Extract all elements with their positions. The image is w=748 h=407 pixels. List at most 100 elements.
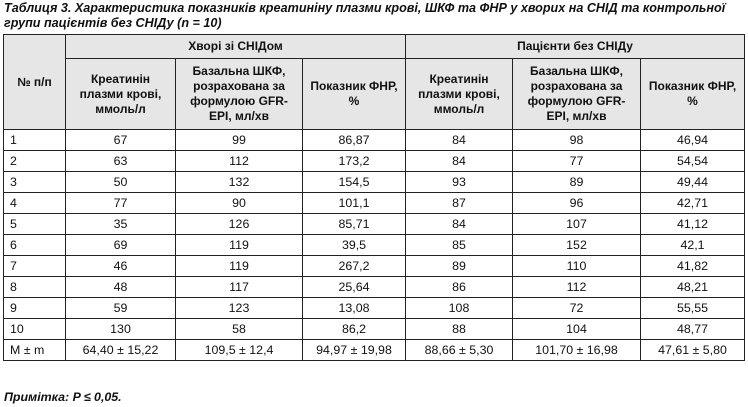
table-row: 8 48 117 25,64 86 112 48,21 — [3, 276, 746, 298]
table-cell: 2 — [3, 150, 66, 172]
table-cell: 58 — [175, 318, 303, 340]
column-header-creatinine-aids: Креатинін плазми крові, ммоль/л — [65, 58, 176, 130]
table-cell: 86 — [405, 276, 513, 298]
table-cell: 84 — [405, 129, 513, 151]
table-cell: 6 — [3, 234, 66, 256]
column-header-gfr-aids: Базальна ШКФ, розрахована за формулою GF… — [175, 58, 303, 130]
table-cell: 130 — [65, 318, 176, 340]
index-column-header: № п/п — [3, 34, 66, 130]
table-cell: 85,71 — [302, 213, 406, 235]
table-cell: 110 — [512, 255, 641, 277]
table-row: 4 77 90 101,1 87 96 42,71 — [3, 192, 746, 214]
table-row: 2 63 112 173,2 84 77 54,54 — [3, 150, 746, 172]
table-cell: 48,21 — [639, 276, 746, 298]
table-cell: 86,87 — [302, 129, 406, 151]
column-header-creatinine-control: Креатинін плазми крові, ммоль/л — [405, 58, 513, 130]
table-cell: 41,82 — [639, 255, 746, 277]
table-cell: 39,5 — [302, 234, 406, 256]
table-cell: 77 — [512, 150, 641, 172]
group-header-aids: Хворі зі СНІДом — [65, 34, 406, 59]
table-cell: 13,08 — [302, 297, 406, 319]
table-row: 6 69 119 39,5 85 152 42,1 — [3, 234, 746, 256]
table-cell: 9 — [3, 297, 66, 319]
summary-cell: 47,61 ± 5,80 — [639, 339, 746, 361]
table-cell: 59 — [65, 297, 176, 319]
table-row: 1 67 99 86,87 84 98 46,94 — [3, 129, 746, 151]
table-cell: 67 — [65, 129, 176, 151]
summary-row: M ± m 64,40 ± 15,22 109,5 ± 12,4 94,97 ±… — [3, 339, 746, 361]
table-cell: 123 — [175, 297, 303, 319]
summary-label: M ± m — [3, 339, 66, 361]
table-cell: 154,5 — [302, 171, 406, 193]
table-cell: 5 — [3, 213, 66, 235]
table-cell: 48,77 — [639, 318, 746, 340]
table-note: Примітка: P ≤ 0,05. — [4, 390, 122, 404]
table-cell: 104 — [512, 318, 641, 340]
table-cell: 112 — [512, 276, 641, 298]
table-cell: 8 — [3, 276, 66, 298]
table-cell: 46 — [65, 255, 176, 277]
table-cell: 41,12 — [639, 213, 746, 235]
summary-cell: 88,66 ± 5,30 — [405, 339, 513, 361]
table-cell: 89 — [512, 171, 641, 193]
table-cell: 48 — [65, 276, 176, 298]
table-cell: 107 — [512, 213, 641, 235]
summary-cell: 101,70 ± 16,98 — [512, 339, 641, 361]
data-table: № п/п Хворі зі СНІДом Пацієнти без СНІДу… — [3, 34, 746, 361]
table-cell: 42,1 — [639, 234, 746, 256]
table-cell: 72 — [512, 297, 641, 319]
table-cell: 132 — [175, 171, 303, 193]
column-header-fnr-control: Показник ФНР, % — [639, 58, 746, 130]
table-cell: 10 — [3, 318, 66, 340]
table-body: 1 67 99 86,87 84 98 46,94 2 63 112 173,2… — [3, 129, 746, 361]
table-cell: 4 — [3, 192, 66, 214]
table-cell: 50 — [65, 171, 176, 193]
table-row: 9 59 123 13,08 108 72 55,55 — [3, 297, 746, 319]
table-cell: 108 — [405, 297, 513, 319]
table-cell: 55,55 — [639, 297, 746, 319]
table-header: № п/п Хворі зі СНІДом Пацієнти без СНІДу… — [3, 34, 746, 130]
table-cell: 84 — [405, 150, 513, 172]
table-cell: 93 — [405, 171, 513, 193]
table-cell: 25,64 — [302, 276, 406, 298]
table-cell: 46,94 — [639, 129, 746, 151]
table-cell: 84 — [405, 213, 513, 235]
table-cell: 86,2 — [302, 318, 406, 340]
table-row: 5 35 126 85,71 84 107 41,12 — [3, 213, 746, 235]
table-cell: 267,2 — [302, 255, 406, 277]
column-header-gfr-control: Базальна ШКФ, розрахована за формулою GF… — [512, 58, 641, 130]
table-cell: 173,2 — [302, 150, 406, 172]
table-cell: 1 — [3, 129, 66, 151]
table-cell: 42,71 — [639, 192, 746, 214]
table-cell: 3 — [3, 171, 66, 193]
table-cell: 99 — [175, 129, 303, 151]
table-cell: 35 — [65, 213, 176, 235]
table-cell: 63 — [65, 150, 176, 172]
table-cell: 88 — [405, 318, 513, 340]
table-cell: 49,44 — [639, 171, 746, 193]
table-cell: 77 — [65, 192, 176, 214]
table-cell: 98 — [512, 129, 641, 151]
table-cell: 112 — [175, 150, 303, 172]
table-cell: 152 — [512, 234, 641, 256]
table-row: 10 130 58 86,2 88 104 48,77 — [3, 318, 746, 340]
table-cell: 89 — [405, 255, 513, 277]
table-cell: 117 — [175, 276, 303, 298]
table-row: 3 50 132 154,5 93 89 49,44 — [3, 171, 746, 193]
table-cell: 96 — [512, 192, 641, 214]
summary-cell: 64,40 ± 15,22 — [65, 339, 176, 361]
table-cell: 7 — [3, 255, 66, 277]
table-cell: 90 — [175, 192, 303, 214]
table-cell: 69 — [65, 234, 176, 256]
table-caption: Таблиця 3. Характеристика показників кре… — [4, 1, 726, 30]
column-header-row: Креатинін плазми крові, ммоль/л Базальна… — [4, 58, 746, 130]
table-cell: 87 — [405, 192, 513, 214]
table-cell: 85 — [405, 234, 513, 256]
column-header-fnr-aids: Показник ФНР, % — [302, 58, 406, 130]
table-cell: 119 — [175, 234, 303, 256]
summary-cell: 109,5 ± 12,4 — [175, 339, 303, 361]
table-cell: 101,1 — [302, 192, 406, 214]
table-row: 7 46 119 267,2 89 110 41,82 — [3, 255, 746, 277]
table-cell: 119 — [175, 255, 303, 277]
